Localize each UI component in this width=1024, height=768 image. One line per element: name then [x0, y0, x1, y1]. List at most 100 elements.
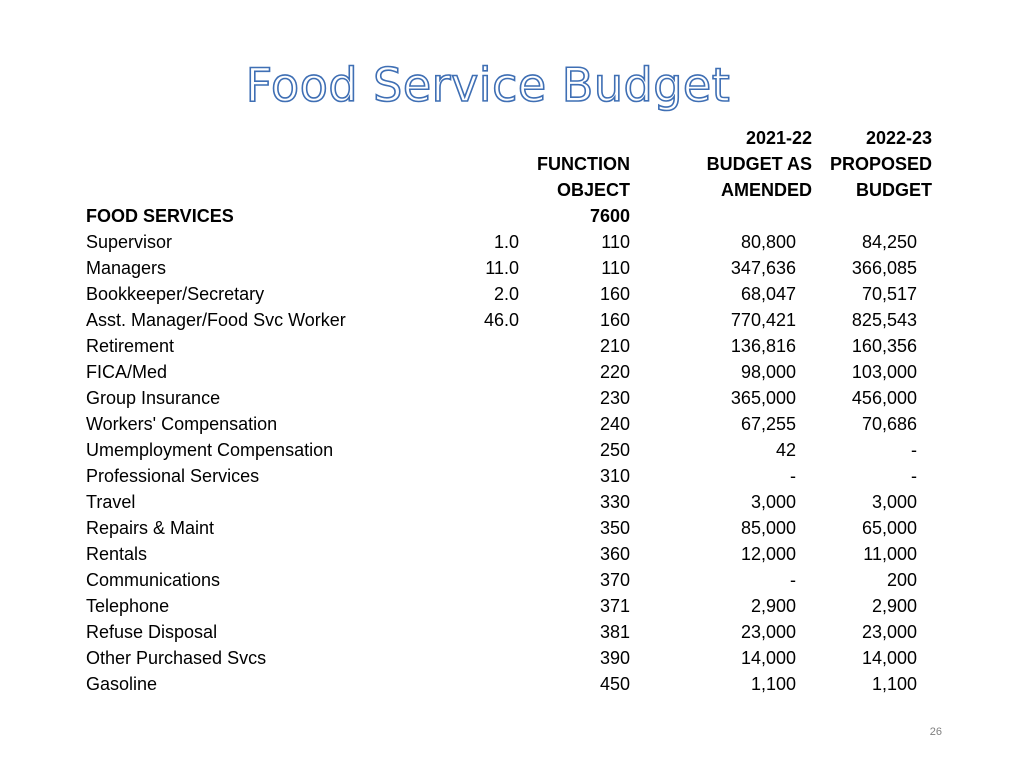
header-row-sublabels: OBJECT AMENDED BUDGET	[0, 177, 1024, 203]
row-budget-2022: 70,517	[861, 284, 917, 304]
row-object-code: 250	[599, 440, 630, 460]
row-label: Group Insurance	[86, 388, 221, 408]
row-budget-2021: 347,636	[730, 258, 796, 278]
table-row: Repairs & Maint 350 85,000 65,000	[0, 515, 1024, 541]
row-fte: 11.0	[485, 258, 519, 278]
row-budget-2021: 770,421	[730, 310, 796, 330]
table-row: Managers 11.0 110 347,636 366,085	[0, 255, 1024, 281]
header-proposed: PROPOSED	[829, 154, 932, 174]
table-row: Telephone 371 2,900 2,900	[0, 593, 1024, 619]
row-budget-2022: -	[911, 440, 917, 460]
row-budget-2021: -	[790, 570, 796, 590]
table-row: Refuse Disposal 381 23,000 23,000	[0, 619, 1024, 645]
row-object-code: 230	[599, 388, 630, 408]
table-row: FICA/Med 220 98,000 103,000	[0, 359, 1024, 385]
row-label: Umemployment Compensation	[86, 440, 334, 460]
row-label: Professional Services	[86, 466, 260, 486]
table-row: Group Insurance 230 365,000 456,000	[0, 385, 1024, 411]
section-code: 7600	[589, 206, 630, 226]
row-budget-2022: 200	[886, 570, 917, 590]
row-budget-2021: 136,816	[730, 336, 796, 356]
row-budget-2021: 42	[775, 440, 796, 460]
row-budget-2022: 2,900	[871, 596, 917, 616]
row-object-code: 310	[599, 466, 630, 486]
table-row: Supervisor 1.0 110 80,800 84,250	[0, 229, 1024, 255]
table-row: Retirement 210 136,816 160,356	[0, 333, 1024, 359]
row-budget-2022: 11,000	[863, 544, 917, 564]
row-label: Retirement	[86, 336, 175, 356]
section-label: FOOD SERVICES	[86, 206, 234, 226]
row-label: Telephone	[86, 596, 170, 616]
row-budget-2021: 98,000	[740, 362, 796, 382]
row-budget-2021: 14,000	[740, 648, 796, 668]
row-label: Workers' Compensation	[86, 414, 278, 434]
header-budget-as: BUDGET AS	[706, 154, 812, 174]
row-label: Managers	[86, 258, 167, 278]
row-budget-2022: 84,250	[861, 232, 917, 252]
row-budget-2022: 825,543	[851, 310, 917, 330]
row-object-code: 220	[599, 362, 630, 382]
row-object-code: 370	[599, 570, 630, 590]
header-row-years: 2021-22 2022-23	[0, 125, 1024, 151]
row-fte: 2.0	[493, 284, 519, 304]
row-object-code: 160	[599, 284, 630, 304]
row-budget-2021: -	[790, 466, 796, 486]
row-budget-2022: 65,000	[861, 518, 917, 538]
row-budget-2021: 3,000	[750, 492, 796, 512]
row-budget-2022: 366,085	[851, 258, 917, 278]
row-object-code: 110	[601, 258, 630, 278]
row-object-code: 350	[599, 518, 630, 538]
row-label: FICA/Med	[86, 362, 168, 382]
row-object-code: 450	[599, 674, 630, 694]
row-label: Travel	[86, 492, 136, 512]
row-budget-2022: 14,000	[861, 648, 917, 668]
row-label: Gasoline	[86, 674, 158, 694]
row-fte: 46.0	[483, 310, 519, 330]
header-2021-year: 2021-22	[745, 128, 812, 148]
row-budget-2022: 456,000	[851, 388, 917, 408]
table-row: Communications 370 - 200	[0, 567, 1024, 593]
page-title: Food Service Budget	[245, 57, 731, 113]
row-label: Refuse Disposal	[86, 622, 218, 642]
row-label: Supervisor	[86, 232, 173, 252]
row-budget-2021: 67,255	[740, 414, 796, 434]
row-budget-2021: 85,000	[740, 518, 796, 538]
row-budget-2021: 23,000	[740, 622, 796, 642]
table-row: Other Purchased Svcs 390 14,000 14,000	[0, 645, 1024, 671]
row-object-code: 360	[599, 544, 630, 564]
row-label: Repairs & Maint	[86, 518, 215, 538]
table-row: Professional Services 310 - -	[0, 463, 1024, 489]
table-row: Rentals 360 12,000 11,000	[0, 541, 1024, 567]
row-budget-2022: 70,686	[861, 414, 917, 434]
row-object-code: 390	[599, 648, 630, 668]
row-budget-2022: -	[911, 466, 917, 486]
row-budget-2022: 1,100	[871, 674, 917, 694]
row-label: Bookkeeper/Secretary	[86, 284, 265, 304]
row-label: Other Purchased Svcs	[86, 648, 267, 668]
row-budget-2021: 80,800	[740, 232, 796, 252]
row-budget-2021: 12,000	[740, 544, 796, 564]
row-budget-2021: 68,047	[740, 284, 796, 304]
table-row: Umemployment Compensation 250 42 -	[0, 437, 1024, 463]
header-row-labels: FUNCTION BUDGET AS PROPOSED	[0, 151, 1024, 177]
row-label: Rentals	[86, 544, 148, 564]
row-label: Asst. Manager/Food Svc Worker	[86, 310, 346, 330]
row-budget-2021: 1,100	[750, 674, 796, 694]
section-row: FOOD SERVICES 7600	[0, 203, 1024, 229]
row-budget-2021: 2,900	[750, 596, 796, 616]
row-budget-2022: 23,000	[861, 622, 917, 642]
header-function: FUNCTION	[537, 154, 630, 174]
header-amended: AMENDED	[720, 180, 812, 200]
header-2022-year: 2022-23	[865, 128, 932, 148]
table-row: Gasoline 450 1,100 1,100	[0, 671, 1024, 697]
row-object-code: 240	[599, 414, 630, 434]
page-number: 26	[929, 726, 942, 738]
table-row: Bookkeeper/Secretary 2.0 160 68,047 70,517	[0, 281, 1024, 307]
row-object-code: 110	[601, 232, 630, 252]
table-row: Workers' Compensation 240 67,255 70,686	[0, 411, 1024, 437]
row-label: Communications	[86, 570, 221, 590]
row-budget-2022: 160,356	[851, 336, 917, 356]
table-row: Travel 330 3,000 3,000	[0, 489, 1024, 515]
table-row: Asst. Manager/Food Svc Worker 46.0 160 770,…	[0, 307, 1024, 333]
row-fte: 1.0	[493, 232, 519, 252]
